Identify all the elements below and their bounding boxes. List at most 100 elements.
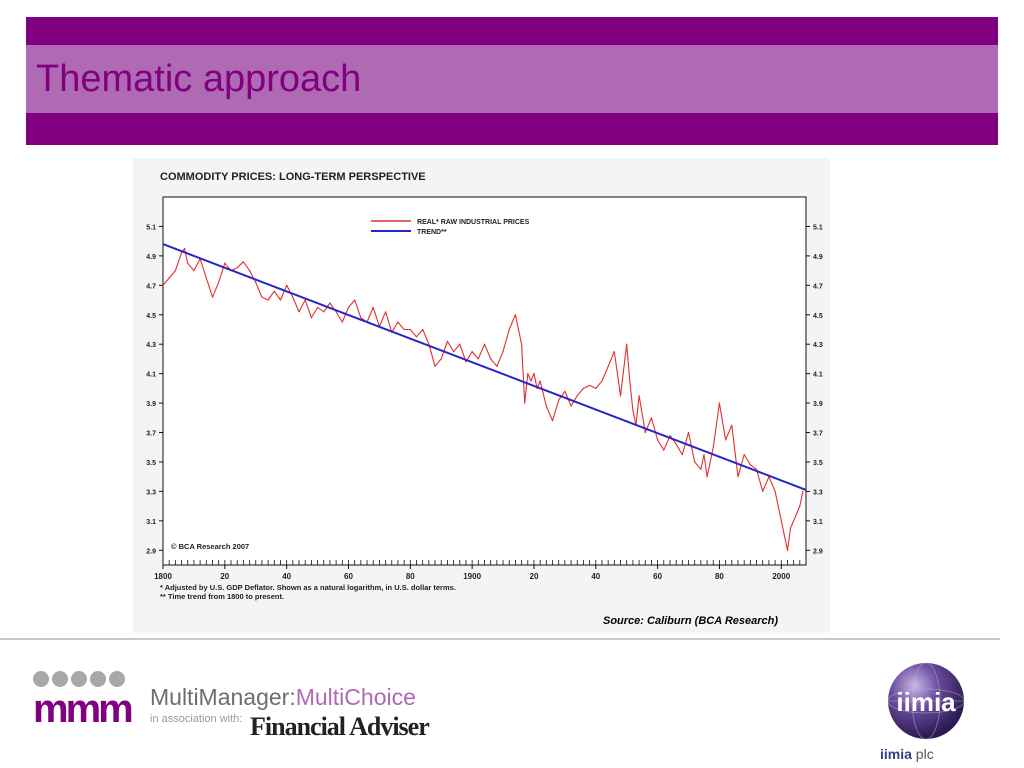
data-point	[802, 490, 804, 492]
data-point	[329, 302, 331, 304]
data-point	[796, 512, 798, 515]
data-point	[255, 281, 257, 283]
multimanager-logo-mark: mmm	[33, 687, 134, 731]
logo-dot	[71, 671, 87, 687]
data-point	[650, 417, 653, 419]
data-point	[286, 284, 288, 286]
y-tick-label-left: 3.1	[146, 519, 156, 526]
data-point	[706, 476, 708, 478]
data-point	[517, 328, 520, 331]
series-line-trend	[162, 243, 807, 491]
data-point	[663, 449, 665, 451]
y-tick-label-left: 3.3	[146, 489, 156, 496]
x-tick-label: 80	[406, 572, 415, 581]
y-tick-label-left: 5.1	[146, 224, 156, 231]
logo-dot	[90, 671, 106, 687]
data-point	[459, 343, 461, 345]
y-tick-label-right: 3.3	[813, 489, 823, 496]
data-point	[687, 431, 690, 434]
x-tick-label: 60	[653, 572, 662, 581]
data-point	[700, 468, 702, 470]
x-tick-label: 80	[715, 572, 724, 581]
x-tick-label: 2000	[772, 572, 790, 581]
data-point	[347, 306, 350, 308]
y-tick-label-left: 3.5	[146, 460, 156, 467]
data-point	[694, 461, 696, 463]
data-point	[187, 262, 189, 264]
association-text: in association with:	[150, 713, 243, 725]
chart-footnote: * Adjusted by U.S. GDP Deflator. Shown a…	[160, 583, 456, 592]
y-tick-label-left: 4.7	[146, 283, 156, 290]
data-point	[564, 390, 566, 392]
copyright-annotation: © BCA Research 2007	[171, 542, 249, 551]
data-point	[267, 299, 269, 301]
data-point	[755, 468, 758, 470]
data-point	[323, 311, 325, 313]
data-point	[629, 380, 631, 382]
data-point	[174, 270, 176, 272]
data-point	[211, 296, 214, 298]
data-point	[799, 505, 801, 507]
financial-adviser-logo: Financial Adviser	[250, 712, 430, 741]
data-point	[737, 476, 739, 478]
data-point	[335, 311, 337, 313]
data-point	[551, 420, 554, 422]
legend-label: REAL* RAW INDUSTRIAL PRICES	[417, 219, 530, 226]
data-point	[786, 549, 789, 551]
iimia-globe-logo: iimia	[887, 662, 965, 740]
company-name-bold: iimia	[880, 746, 912, 762]
data-point	[675, 443, 677, 445]
data-point	[749, 464, 752, 466]
data-point	[718, 402, 721, 404]
commodity-price-chart: COMMODITY PRICES: LONG-TERM PERSPECTIVE 2…	[133, 158, 830, 633]
data-point	[558, 399, 560, 401]
data-point	[619, 395, 622, 397]
data-point	[657, 439, 659, 441]
data-point	[242, 261, 244, 263]
data-point	[626, 343, 628, 345]
x-tick-label: 40	[591, 572, 600, 581]
brand-name-main: MultiManager:	[150, 684, 296, 710]
data-point	[595, 387, 597, 389]
data-point	[440, 358, 442, 360]
logo-dot	[52, 671, 68, 687]
globe-logo-text: iimia	[896, 687, 956, 717]
data-point	[539, 380, 541, 382]
data-point	[273, 290, 275, 292]
y-tick-label-left: 4.1	[146, 372, 156, 379]
data-point	[403, 328, 405, 331]
data-point	[743, 454, 745, 456]
logo-dot	[33, 671, 49, 687]
x-tick-label: 60	[344, 572, 353, 581]
footer-divider	[0, 638, 1000, 640]
data-point	[184, 247, 186, 250]
header-title-band	[26, 45, 998, 113]
data-point	[422, 328, 424, 331]
y-tick-label-right: 3.7	[813, 431, 823, 438]
data-point	[530, 380, 532, 382]
data-point	[360, 317, 362, 319]
data-point	[502, 351, 504, 353]
data-point	[762, 490, 764, 492]
data-point	[731, 424, 733, 426]
y-tick-label-left: 3.9	[146, 401, 156, 408]
data-point	[292, 296, 294, 298]
data-point	[601, 380, 603, 382]
y-tick-label-right: 4.5	[813, 313, 823, 320]
data-point	[409, 328, 411, 331]
y-tick-label-right: 4.3	[813, 342, 823, 349]
x-tick-label: 1900	[463, 572, 481, 581]
data-point	[224, 262, 226, 264]
data-point	[524, 402, 526, 404]
data-point	[162, 284, 164, 286]
legend-label: TREND**	[417, 229, 447, 236]
data-point	[783, 535, 786, 537]
multimanager-logo-dots	[33, 671, 128, 692]
brand-name-accent: MultiChoice	[295, 684, 416, 710]
y-tick-label-right: 5.1	[813, 224, 823, 231]
data-point	[725, 439, 727, 441]
data-point	[490, 358, 492, 360]
iimia-company-name: iimia plc	[880, 746, 934, 762]
data-point	[780, 520, 782, 522]
data-point	[434, 365, 436, 367]
